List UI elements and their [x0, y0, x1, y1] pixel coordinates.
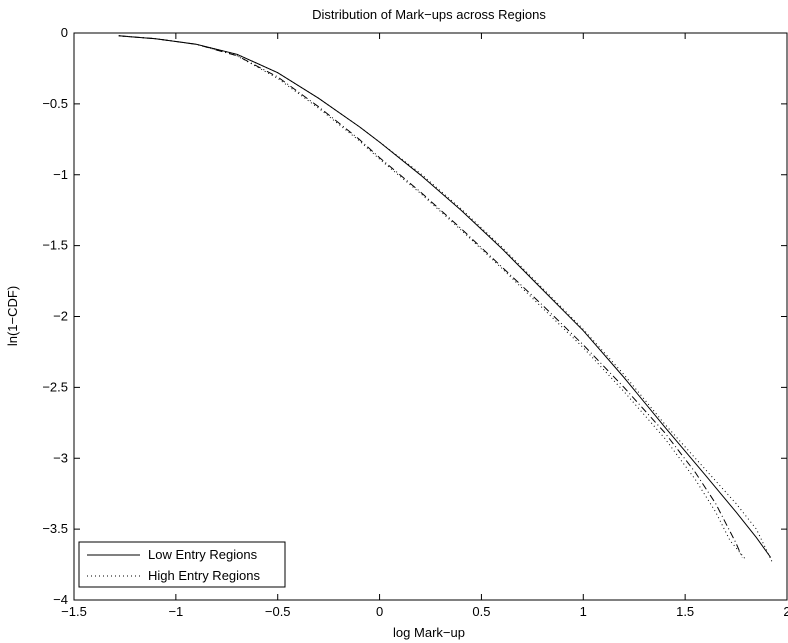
- legend-label-low-entry: Low Entry Regions: [148, 547, 258, 562]
- y-tick-label: −3: [53, 450, 68, 465]
- y-tick-label: 0: [61, 25, 68, 40]
- x-tick-label: 0: [376, 604, 383, 619]
- x-tick-label: 2: [783, 604, 788, 619]
- x-tick-label: −1.5: [61, 604, 87, 619]
- legend: Low Entry Regions High Entry Regions: [78, 541, 286, 588]
- x-tick-label: 1.5: [676, 604, 694, 619]
- x-tick-label: −0.5: [265, 604, 291, 619]
- y-axis-ticks: 0 −0.5 −1 −1.5 −2 −2.5 −3 −3.5 −4: [42, 25, 787, 607]
- x-axis-ticks: −1.5 −1 −0.5 0 0.5 1 1.5 2: [61, 33, 788, 619]
- legend-label-high-entry: High Entry Regions: [148, 568, 260, 583]
- y-tick-label: −2: [53, 309, 68, 324]
- y-tick-label: −3.5: [42, 521, 68, 536]
- x-axis-label: log Mark−up: [393, 625, 465, 640]
- y-tick-label: −4: [53, 592, 68, 607]
- y-tick-label: −1: [53, 167, 68, 182]
- y-tick-label: −1.5: [42, 238, 68, 253]
- plot-area: [73, 32, 788, 601]
- y-tick-label: −2.5: [42, 379, 68, 394]
- series-line-0-solid: [118, 35, 772, 558]
- y-axis-label: ln(1−CDF): [5, 286, 20, 346]
- chart-title: Distribution of Mark−ups across Regions: [312, 7, 546, 22]
- x-tick-label: 1: [580, 604, 587, 619]
- series-line-3-dotted: [118, 35, 747, 561]
- series-layer: [118, 35, 774, 564]
- x-tick-label: 0.5: [472, 604, 490, 619]
- legend-box: [78, 541, 286, 588]
- series-line-2-dashdot: [118, 35, 743, 558]
- y-tick-label: −0.5: [42, 96, 68, 111]
- x-tick-label: −1: [168, 604, 183, 619]
